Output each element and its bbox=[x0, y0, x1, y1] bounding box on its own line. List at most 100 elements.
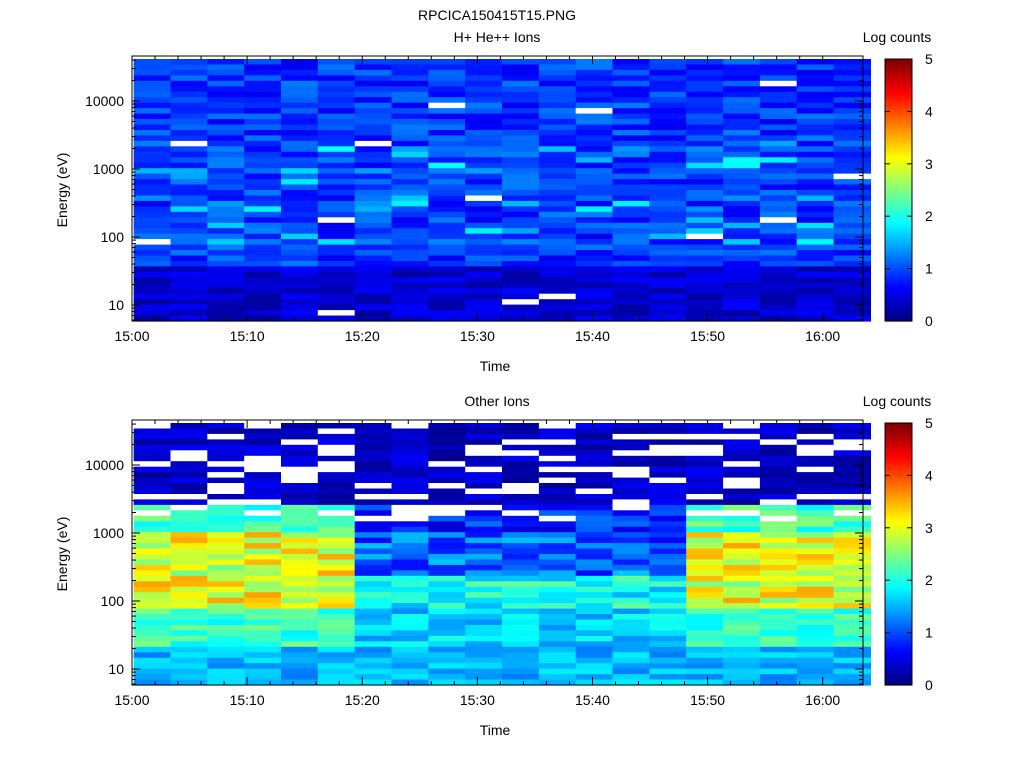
heatmap-cell bbox=[575, 146, 614, 153]
heatmap-cell bbox=[686, 477, 724, 484]
heatmap-cell bbox=[612, 157, 650, 164]
heatmap-cell bbox=[428, 91, 466, 98]
heatmap-cell bbox=[612, 146, 650, 153]
heatmap-cell bbox=[796, 130, 835, 137]
colorbar-swatch bbox=[885, 85, 912, 89]
heatmap-cell bbox=[428, 630, 466, 637]
heatmap-cell bbox=[391, 271, 429, 278]
heatmap-cell bbox=[538, 597, 577, 604]
heatmap-cell bbox=[612, 657, 650, 664]
heatmap-cell bbox=[833, 586, 871, 593]
heatmap-cell bbox=[354, 102, 393, 109]
heatmap-cell bbox=[649, 277, 687, 284]
heatmap-cell bbox=[502, 586, 540, 593]
heatmap-cell bbox=[538, 652, 577, 659]
heatmap-cell bbox=[465, 597, 503, 604]
heatmap-cell bbox=[686, 466, 724, 473]
heatmap-cell bbox=[391, 652, 429, 659]
heatmap-cell bbox=[317, 108, 356, 115]
heatmap-cell bbox=[686, 222, 724, 229]
heatmap-cell bbox=[428, 119, 466, 126]
heatmap-cell bbox=[428, 162, 466, 169]
heatmap-cell bbox=[502, 91, 540, 98]
heatmap-cell bbox=[612, 91, 650, 98]
heatmap-cell bbox=[391, 439, 429, 446]
colorbar-swatch bbox=[885, 128, 912, 132]
heatmap-cell bbox=[833, 168, 871, 175]
heatmap-cell bbox=[612, 151, 650, 158]
colorbar-swatch bbox=[885, 261, 912, 265]
colorbar-swatch bbox=[885, 425, 912, 428]
heatmap-cell bbox=[612, 69, 650, 76]
heatmap-cell bbox=[391, 657, 429, 664]
colorbar-swatch bbox=[885, 196, 912, 199]
heatmap-cell bbox=[833, 310, 871, 317]
colorbar-swatch bbox=[885, 429, 912, 432]
heatmap-cell bbox=[317, 239, 356, 246]
heatmap-cell bbox=[281, 255, 319, 262]
heatmap-cell bbox=[133, 168, 172, 175]
heatmap-cell bbox=[133, 97, 172, 104]
heatmap-cell bbox=[686, 239, 724, 246]
heatmap-cell bbox=[649, 646, 687, 653]
heatmap-cell bbox=[612, 315, 650, 322]
heatmap-cell bbox=[281, 162, 319, 169]
heatmap-cell bbox=[759, 299, 798, 306]
heatmap-cell bbox=[833, 250, 871, 257]
heatmap-cell bbox=[170, 575, 208, 582]
heatmap-cell bbox=[244, 674, 282, 681]
heatmap-cell bbox=[391, 674, 429, 681]
heatmap-cell bbox=[575, 652, 614, 659]
heatmap-cell bbox=[723, 271, 761, 278]
heatmap-cell bbox=[465, 277, 503, 284]
heatmap-cell bbox=[612, 304, 650, 311]
heatmap-cell bbox=[428, 233, 466, 240]
colorbar-swatch bbox=[885, 124, 912, 128]
heatmap-cell bbox=[207, 255, 245, 262]
heatmap-cell bbox=[723, 515, 761, 522]
heatmap-cell bbox=[759, 239, 798, 246]
heatmap-cell bbox=[391, 255, 429, 262]
colorbar-swatch bbox=[885, 245, 912, 248]
heatmap-cell bbox=[833, 162, 871, 169]
heatmap-cell bbox=[354, 494, 393, 501]
heatmap-cell bbox=[207, 310, 245, 317]
heatmap-cell bbox=[833, 255, 871, 262]
heatmap-cell bbox=[391, 526, 429, 533]
heatmap-cell bbox=[354, 559, 393, 566]
heatmap-cell bbox=[428, 597, 466, 604]
heatmap-cell bbox=[170, 119, 208, 126]
colorbar-swatch bbox=[885, 112, 912, 115]
heatmap-cell bbox=[317, 200, 356, 207]
heatmap-cell bbox=[170, 130, 208, 137]
heatmap-cell bbox=[723, 575, 761, 582]
heatmap-cell bbox=[575, 304, 614, 311]
heatmap-cell bbox=[133, 581, 172, 588]
colorbar-swatch bbox=[885, 480, 912, 483]
heatmap-cell bbox=[686, 548, 724, 555]
heatmap-cell bbox=[207, 592, 245, 599]
heatmap-cell bbox=[575, 97, 614, 104]
heatmap-cell bbox=[833, 119, 871, 126]
heatmap-cell bbox=[723, 564, 761, 571]
heatmap-cell bbox=[391, 619, 429, 626]
heatmap-cell bbox=[502, 608, 540, 615]
heatmap-cell bbox=[833, 635, 871, 642]
heatmap-cell bbox=[428, 608, 466, 615]
heatmap-cell bbox=[133, 190, 172, 197]
heatmap-cell bbox=[723, 299, 761, 306]
heatmap-cell bbox=[502, 184, 540, 191]
heatmap-cell bbox=[281, 140, 319, 147]
heatmap-cell bbox=[502, 554, 540, 561]
heatmap-cell bbox=[428, 206, 466, 213]
heatmap-cell bbox=[575, 674, 614, 681]
heatmap-cell bbox=[207, 641, 245, 648]
heatmap-cell bbox=[133, 586, 172, 593]
colorbar-swatch bbox=[885, 241, 912, 244]
heatmap-cell bbox=[133, 119, 172, 126]
heatmap-cell bbox=[465, 488, 503, 495]
heatmap-cell bbox=[244, 277, 282, 284]
heatmap-cell bbox=[281, 75, 319, 82]
heatmap-cell bbox=[317, 521, 356, 528]
